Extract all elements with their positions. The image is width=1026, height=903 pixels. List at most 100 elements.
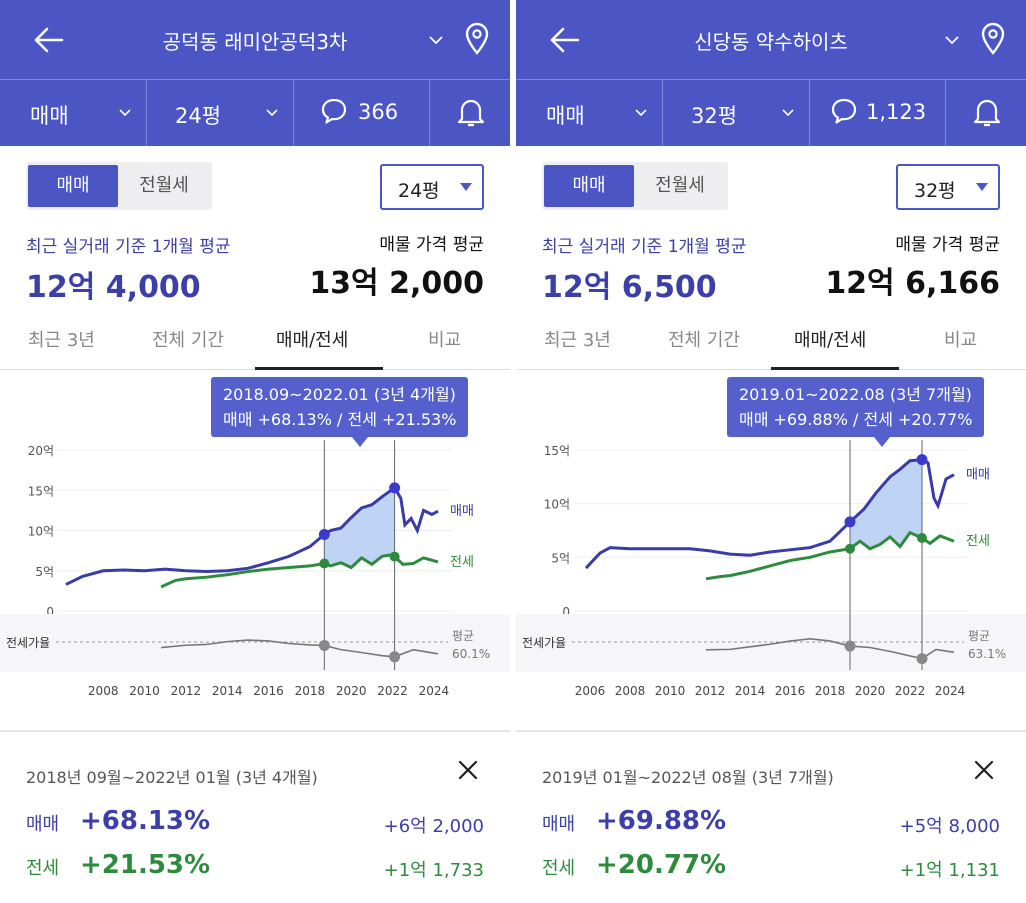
comments-button[interactable]: 366 bbox=[294, 80, 430, 146]
chat-bubble-icon bbox=[831, 98, 857, 124]
close-icon[interactable] bbox=[456, 758, 480, 782]
trade-type-dropdown[interactable]: 매매 bbox=[0, 80, 147, 146]
jeonse-marker-dot bbox=[319, 558, 330, 569]
deal-type-toggle: 매매 전월세 bbox=[26, 162, 212, 210]
recent-average-label: 최근 실거래 기준 1개월 평균 bbox=[542, 237, 747, 257]
y-tick-label: 15억 bbox=[28, 484, 54, 498]
summary-sale-label: 매매 bbox=[26, 814, 60, 835]
x-tick-label: 2014 bbox=[735, 684, 766, 698]
toggle-sale[interactable]: 매매 bbox=[544, 165, 634, 207]
average-ratio-value: 60.1% bbox=[452, 647, 490, 661]
filter-bar: 매매 24평 366 bbox=[0, 80, 510, 146]
toggle-rent[interactable]: 전월세 bbox=[139, 175, 189, 196]
back-arrow-icon[interactable] bbox=[30, 22, 66, 58]
size-dropdown[interactable]: 24평 bbox=[147, 80, 294, 146]
tooltip-arrow bbox=[352, 437, 368, 447]
y-tick-label: 5억 bbox=[551, 551, 570, 565]
x-tick-label: 2022 bbox=[377, 684, 408, 698]
x-tick-label: 2016 bbox=[775, 684, 806, 698]
tab-compare[interactable]: 비교 bbox=[944, 330, 978, 351]
chat-bubble-icon bbox=[321, 98, 347, 124]
tab-recent-3y[interactable]: 최근 3년 bbox=[28, 330, 95, 351]
back-arrow-icon[interactable] bbox=[546, 22, 582, 58]
close-icon[interactable] bbox=[972, 758, 996, 782]
divider bbox=[516, 730, 1026, 732]
selected-range-area bbox=[850, 459, 922, 549]
size-dropdown[interactable]: 32평 bbox=[663, 80, 810, 146]
tooltip-range: 2019.01~2022.08 (3년 7개월) bbox=[739, 385, 972, 404]
toggle-sale[interactable]: 매매 bbox=[28, 165, 118, 207]
complex-title[interactable]: 신당동 약수하이츠 bbox=[694, 30, 848, 54]
y-tick-label: 0 bbox=[562, 605, 570, 619]
tab-all-period[interactable]: 전체 기간 bbox=[668, 330, 740, 351]
caret-down-icon bbox=[460, 183, 472, 191]
size-select-value: 24평 bbox=[398, 180, 440, 202]
jeonse-marker-dot bbox=[389, 551, 400, 562]
size-select[interactable]: 32평 bbox=[896, 164, 1000, 210]
comments-count: 1,123 bbox=[866, 100, 927, 124]
chevron-down-icon[interactable] bbox=[944, 32, 960, 48]
chevron-down-icon[interactable] bbox=[428, 32, 444, 48]
ratio-marker-dot bbox=[389, 651, 401, 663]
summary-jeonse-percent: +21.53% bbox=[80, 850, 211, 880]
x-tick-label: 2020 bbox=[336, 684, 367, 698]
size-label: 32평 bbox=[691, 104, 738, 128]
location-pin-icon[interactable] bbox=[980, 22, 1006, 56]
tooltip-change: 매매 +69.88% / 전세 +20.77% bbox=[739, 410, 973, 429]
tooltip-arrow bbox=[874, 437, 890, 447]
divider bbox=[0, 730, 510, 732]
period-tabs: 최근 3년 전체 기간 매매/전세 비교 bbox=[516, 318, 1026, 370]
toggle-rent[interactable]: 전월세 bbox=[655, 175, 705, 196]
recent-average-price: 12억 6,500 bbox=[542, 270, 717, 305]
title-bar: 신당동 약수하이츠 bbox=[516, 0, 1026, 80]
bell-icon bbox=[973, 99, 1001, 127]
ratio-axis-label: 전세가율 bbox=[6, 636, 50, 650]
price-chart[interactable]: 20억 15억 10억 5억 0 전세가율 평균 60.1% 2008 2010 2012 2014 2… bbox=[0, 370, 510, 710]
tab-sale-jeonse[interactable]: 매매/전세 bbox=[276, 330, 349, 351]
jeonse-marker-dot bbox=[917, 533, 927, 544]
x-tick-label: 2022 bbox=[895, 684, 926, 698]
tooltip-change: 매매 +68.13% / 전세 +21.53% bbox=[223, 410, 457, 429]
notification-button[interactable] bbox=[430, 80, 510, 146]
deal-type-toggle: 매매 전월세 bbox=[542, 162, 728, 210]
tab-sale-jeonse[interactable]: 매매/전세 bbox=[794, 330, 867, 351]
comments-button[interactable]: 1,123 bbox=[810, 80, 946, 146]
app-header: 신당동 약수하이츠 매매 32평 1,123 bbox=[516, 0, 1026, 146]
notification-button[interactable] bbox=[946, 80, 1026, 146]
sale-series-label: 매매 bbox=[966, 468, 990, 483]
price-chart[interactable]: 15억 10억 5억 0 전세가율 평균 63.1% 2006 2008 2010 2012 2014… bbox=[516, 370, 1026, 710]
tab-recent-3y[interactable]: 최근 3년 bbox=[544, 330, 611, 351]
tab-all-period[interactable]: 전체 기간 bbox=[152, 330, 224, 351]
summary-range: 2019년 01월~2022년 08월 (3년 7개월) bbox=[542, 768, 834, 787]
sale-price-line bbox=[584, 458, 955, 570]
summary-sale-label: 매매 bbox=[542, 814, 576, 835]
y-tick-label: 20억 bbox=[28, 444, 54, 458]
chevron-down-icon bbox=[119, 109, 131, 117]
location-pin-icon[interactable] bbox=[464, 22, 490, 56]
range-tooltip: 2019.01~2022.08 (3년 7개월) 매매 +69.88% / 전세… bbox=[727, 377, 985, 437]
size-select[interactable]: 24평 bbox=[380, 164, 484, 210]
x-tick-label: 2016 bbox=[253, 684, 284, 698]
filter-bar: 매매 32평 1,123 bbox=[516, 80, 1026, 146]
y-tick-label: 10억 bbox=[544, 498, 570, 512]
title-bar: 공덕동 래미안공덕3차 bbox=[0, 0, 510, 80]
tooltip-range: 2018.09~2022.01 (3년 4개월) bbox=[223, 385, 456, 404]
x-tick-label: 2018 bbox=[295, 684, 326, 698]
ratio-band bbox=[0, 614, 510, 672]
active-tab-underline bbox=[771, 367, 899, 370]
sale-marker-dot bbox=[389, 482, 401, 494]
complex-title[interactable]: 공덕동 래미안공덕3차 bbox=[162, 30, 348, 54]
summary-jeonse-amount: +1억 1,131 bbox=[899, 860, 1000, 881]
panel-right: 신당동 약수하이츠 매매 32평 1,123 bbox=[516, 0, 1026, 903]
trade-type-dropdown[interactable]: 매매 bbox=[516, 80, 663, 146]
listing-average-price: 13억 2,000 bbox=[309, 266, 484, 301]
y-tick-label: 15억 bbox=[544, 444, 570, 458]
x-tick-label: 2010 bbox=[129, 684, 160, 698]
y-tick-label: 10억 bbox=[28, 525, 54, 539]
chevron-down-icon bbox=[782, 109, 794, 117]
size-select-value: 32평 bbox=[914, 180, 956, 202]
tab-compare[interactable]: 비교 bbox=[428, 330, 462, 351]
jeonse-series-label: 전세 bbox=[450, 555, 474, 570]
jeonse-price-line bbox=[160, 553, 439, 589]
x-tick-label: 2018 bbox=[815, 684, 846, 698]
